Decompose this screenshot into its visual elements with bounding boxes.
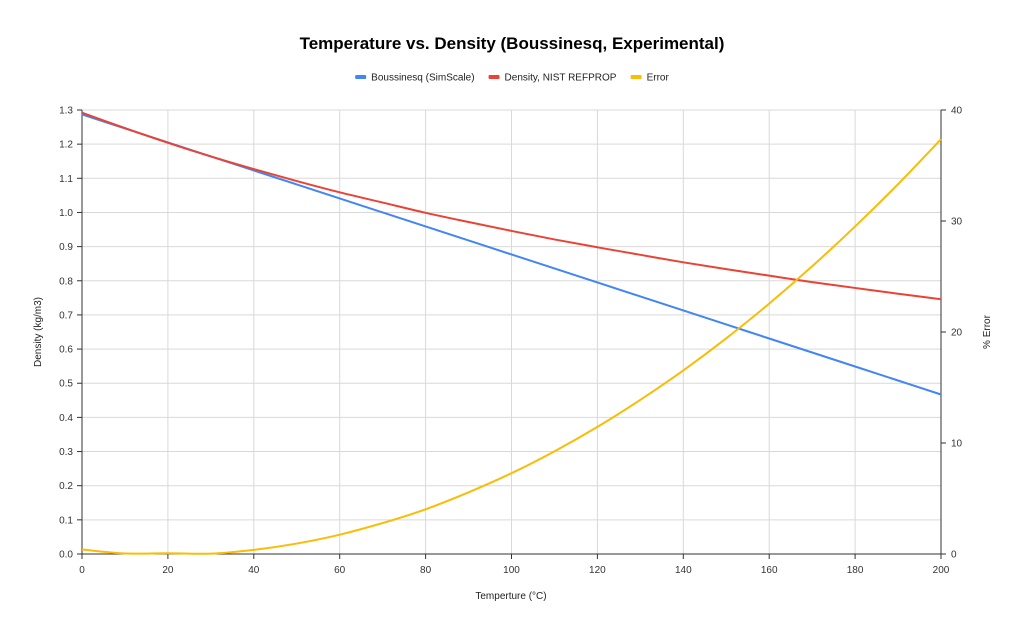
- x-tick-label: 200: [933, 565, 950, 576]
- legend-label: Density, NIST REFPROP: [505, 73, 617, 84]
- chart-title: Temperature vs. Density (Boussinesq, Exp…: [300, 34, 725, 53]
- y-tick-label: 0.4: [59, 413, 73, 424]
- legend-swatch: [488, 75, 500, 79]
- y-tick-label: 0.2: [59, 481, 73, 492]
- x-tick-label: 100: [503, 565, 520, 576]
- y-tick-label: 0.3: [59, 447, 73, 458]
- x-tick-label: 180: [847, 565, 864, 576]
- y-tick-label: 0.6: [59, 345, 73, 356]
- x-tick-label: 20: [162, 565, 174, 576]
- y-tick-label: 0.0: [59, 550, 73, 561]
- y-tick-label: 1.3: [59, 106, 73, 117]
- x-axis-label: Temperture (°C): [475, 591, 546, 602]
- legend: Boussinesq (SimScale) Density, NIST REFPR…: [355, 73, 669, 84]
- y2-tick-label: 10: [951, 439, 963, 450]
- y-tick-label: 0.1: [59, 515, 73, 526]
- y-tick-label: 1.2: [59, 140, 73, 151]
- y-tick-label: 1.0: [59, 208, 73, 219]
- x-tick-label: 80: [420, 565, 432, 576]
- x-tick-label: 120: [589, 565, 606, 576]
- x-tick-label: 160: [761, 565, 778, 576]
- x-tick-label: 60: [334, 565, 346, 576]
- grid: [81, 109, 942, 555]
- y2-tick-label: 0: [951, 550, 957, 561]
- y2-tick-label: 20: [951, 328, 963, 339]
- y2-axis-label: % Error: [982, 314, 993, 349]
- legend-label: Error: [647, 73, 670, 84]
- y2-tick-label: 30: [951, 217, 963, 228]
- x-tick-label: 140: [675, 565, 692, 576]
- y-tick-label: 0.7: [59, 310, 73, 321]
- series-lines: [81, 111, 942, 555]
- y-tick-label: 0.5: [59, 379, 73, 390]
- y-tick-label: 0.8: [59, 276, 73, 287]
- series-line-density-nist-refprop: [81, 111, 942, 301]
- legend-label: Boussinesq (SimScale): [371, 73, 474, 84]
- x-tick-label: 0: [79, 565, 85, 576]
- legend-swatch: [355, 75, 367, 79]
- y-axis-label: Density (kg/m3): [33, 297, 44, 367]
- legend-swatch: [630, 75, 642, 79]
- axes: 0.0 0.1 0.2 0.3 0.4 0.5 0.6 0.7 0.8 0.9 1.0 1.1 1.2 1…: [59, 106, 962, 577]
- y-tick-label: 1.1: [59, 174, 73, 185]
- series-line-error: [81, 138, 942, 555]
- x-tick-label: 40: [248, 565, 260, 576]
- y-tick-label: 0.9: [59, 242, 73, 253]
- y2-tick-label: 40: [951, 106, 963, 117]
